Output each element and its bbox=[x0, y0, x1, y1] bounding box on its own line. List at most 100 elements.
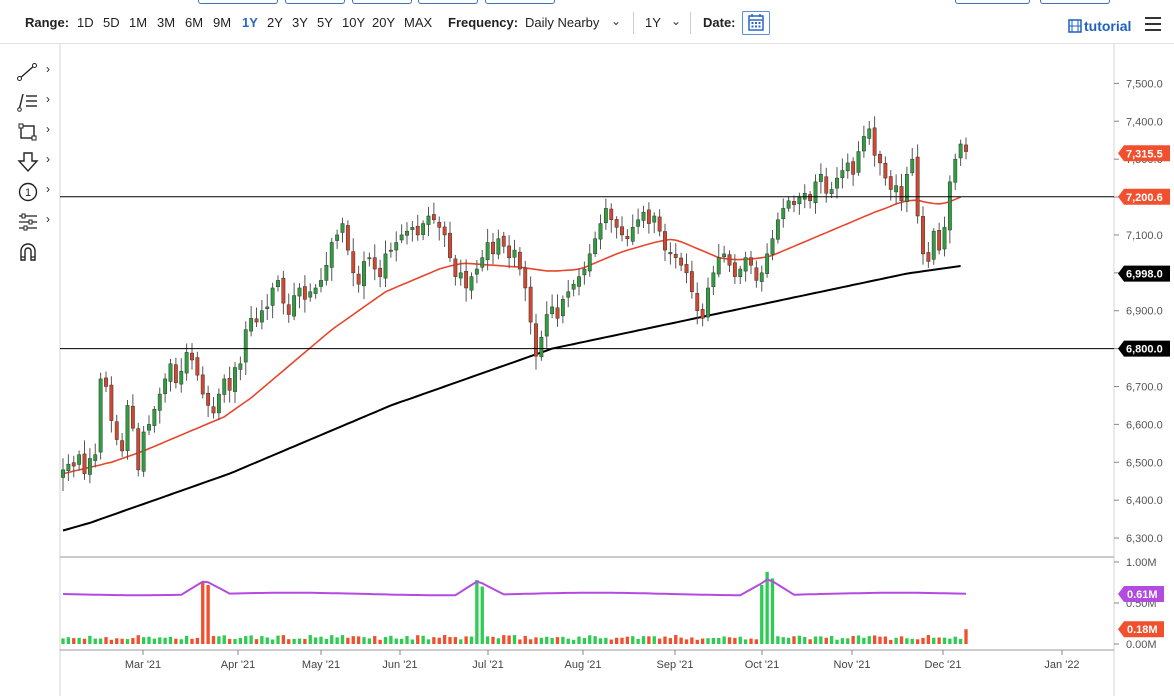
volume-bar bbox=[104, 637, 108, 644]
range-5d[interactable]: 5D bbox=[103, 15, 120, 30]
volume-bar bbox=[453, 637, 458, 644]
volume-bar bbox=[899, 636, 904, 644]
candle-body bbox=[679, 257, 684, 266]
chevron-down-icon[interactable]: ⌄ bbox=[611, 14, 622, 28]
candle-body bbox=[706, 287, 710, 318]
y-tick-label: 7,400.0 bbox=[1126, 116, 1163, 128]
volume-bar bbox=[292, 638, 296, 644]
tool-counter[interactable]: 1 › bbox=[16, 180, 56, 204]
candle-body bbox=[797, 196, 802, 205]
candle-body bbox=[114, 421, 119, 440]
candle-body bbox=[577, 276, 581, 287]
volume-bar bbox=[819, 636, 823, 644]
volume-bar bbox=[588, 635, 592, 644]
candle-body bbox=[136, 428, 141, 471]
volume-bar bbox=[93, 638, 97, 644]
candle-body bbox=[894, 185, 899, 193]
menu-icon[interactable] bbox=[1145, 17, 1161, 31]
candle-body bbox=[356, 273, 361, 285]
tool-arrow[interactable]: › bbox=[16, 150, 56, 174]
candle-body bbox=[474, 268, 479, 275]
candle-body bbox=[147, 424, 151, 431]
candle-body bbox=[238, 363, 243, 370]
candle-body bbox=[625, 236, 630, 239]
candle-body bbox=[851, 161, 856, 175]
volume-badge-label: 0.18M bbox=[1127, 624, 1158, 636]
candle-body bbox=[77, 454, 82, 465]
candle-body bbox=[614, 219, 619, 228]
candle-body bbox=[759, 272, 764, 282]
range-10y[interactable]: 10Y bbox=[342, 15, 366, 30]
candle-body bbox=[157, 393, 162, 411]
tab-stub[interactable] bbox=[485, 0, 555, 4]
volume-bar bbox=[330, 635, 334, 644]
range-1m[interactable]: 1M bbox=[129, 15, 148, 30]
tool-fibonacci[interactable]: › bbox=[16, 90, 56, 114]
price-chart[interactable]: 7,500.07,400.07,300.07,200.07,100.07,000… bbox=[0, 44, 1174, 696]
candle-body bbox=[609, 208, 614, 221]
volume-bar bbox=[270, 639, 275, 644]
calendar-button[interactable] bbox=[742, 11, 770, 35]
volume-bar bbox=[491, 636, 495, 644]
candle-body bbox=[276, 280, 280, 288]
chevron-down-icon[interactable]: ⌄ bbox=[671, 14, 682, 28]
candle-body bbox=[646, 209, 651, 224]
tab-stub[interactable] bbox=[1040, 0, 1110, 4]
volume-bar bbox=[152, 638, 157, 644]
tool-settings[interactable]: › bbox=[16, 210, 56, 234]
tab-stub[interactable] bbox=[418, 0, 478, 4]
price-badge: 7,200.6 bbox=[1118, 188, 1170, 205]
volume-bar bbox=[846, 638, 850, 644]
range-1y[interactable]: 1Y bbox=[242, 15, 258, 30]
candle-body bbox=[947, 181, 952, 231]
candle-body bbox=[587, 253, 592, 272]
tab-stub[interactable] bbox=[285, 0, 345, 4]
tab-stub[interactable] bbox=[198, 0, 278, 4]
x-tick-label: Aug '21 bbox=[565, 659, 602, 671]
tool-rectangle[interactable]: › bbox=[16, 120, 56, 144]
film-icon bbox=[1068, 19, 1082, 33]
candle-body bbox=[937, 230, 942, 251]
range-3y[interactable]: 3Y bbox=[292, 15, 308, 30]
range-3m[interactable]: 3M bbox=[157, 15, 176, 30]
tab-stub[interactable] bbox=[955, 0, 1030, 4]
candle-body bbox=[512, 249, 517, 258]
candle-body bbox=[329, 242, 334, 268]
range-1d[interactable]: 1D bbox=[77, 15, 94, 30]
range-9m[interactable]: 9M bbox=[213, 15, 232, 30]
volume-bar bbox=[206, 584, 210, 644]
volume-bar bbox=[760, 584, 764, 644]
volume-bar bbox=[609, 639, 613, 644]
volume-bar bbox=[851, 636, 855, 644]
range-max[interactable]: MAX bbox=[404, 15, 433, 30]
candle-body bbox=[673, 253, 678, 258]
volume-tick-label: 0.00M bbox=[1126, 639, 1157, 651]
candle-body bbox=[496, 238, 501, 255]
candle-body bbox=[910, 158, 915, 174]
volume-bar bbox=[668, 638, 673, 644]
candle-body bbox=[781, 208, 786, 219]
range-6m[interactable]: 6M bbox=[185, 15, 204, 30]
range-5y[interactable]: 5Y bbox=[317, 15, 333, 30]
volume-tick-label: 1.00M bbox=[1126, 557, 1157, 569]
price-badge: 6,800.0 bbox=[1118, 340, 1170, 357]
range-2y[interactable]: 2Y bbox=[267, 15, 283, 30]
candle-body bbox=[689, 271, 694, 293]
tool-trend-line[interactable]: › bbox=[16, 60, 56, 84]
candle-body bbox=[931, 230, 936, 260]
volume-bar bbox=[765, 571, 769, 644]
volume-bar bbox=[432, 637, 436, 644]
volume-bar bbox=[829, 635, 834, 644]
volume-bar bbox=[964, 629, 968, 644]
tab-stub[interactable] bbox=[352, 0, 412, 4]
volume-bar bbox=[179, 639, 183, 644]
range-20y[interactable]: 20Y bbox=[372, 15, 396, 30]
volume-bar bbox=[770, 578, 775, 644]
volume-bar bbox=[803, 636, 807, 644]
candle-body bbox=[872, 127, 877, 156]
tool-magnet[interactable] bbox=[16, 240, 56, 264]
candle-body bbox=[125, 405, 130, 451]
frequency-select[interactable]: Daily Nearby bbox=[525, 15, 600, 30]
candle-body bbox=[286, 304, 291, 315]
period-select[interactable]: 1Y bbox=[645, 15, 661, 30]
